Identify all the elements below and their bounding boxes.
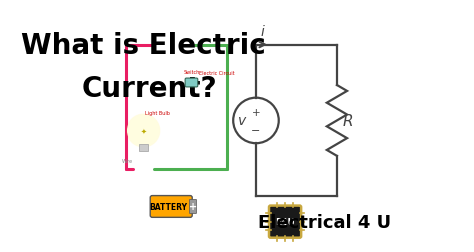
Circle shape: [127, 115, 160, 147]
Text: ✦: ✦: [140, 128, 146, 134]
Text: Wire: Wire: [122, 159, 133, 164]
Circle shape: [128, 115, 159, 147]
FancyBboxPatch shape: [185, 79, 198, 87]
Text: −: −: [251, 125, 261, 136]
Text: Current?: Current?: [82, 74, 218, 102]
Text: What is Electric: What is Electric: [21, 32, 266, 59]
Text: Switch: Switch: [183, 69, 200, 74]
Text: Light Bulb: Light Bulb: [145, 111, 170, 116]
Text: R: R: [343, 113, 354, 129]
Circle shape: [137, 124, 150, 138]
Text: i: i: [260, 24, 264, 39]
Circle shape: [130, 118, 156, 144]
Text: +: +: [252, 107, 260, 117]
FancyBboxPatch shape: [139, 145, 148, 151]
Text: E4U: E4U: [275, 217, 295, 226]
FancyBboxPatch shape: [269, 206, 301, 238]
FancyBboxPatch shape: [190, 200, 197, 214]
Text: Electric Circuit: Electric Circuit: [199, 71, 235, 76]
Circle shape: [133, 121, 154, 141]
Text: BATTERY: BATTERY: [150, 202, 188, 211]
Text: +: +: [189, 202, 197, 212]
Text: v: v: [238, 114, 246, 128]
Text: Electrical 4 U: Electrical 4 U: [258, 213, 391, 231]
FancyBboxPatch shape: [150, 196, 192, 217]
